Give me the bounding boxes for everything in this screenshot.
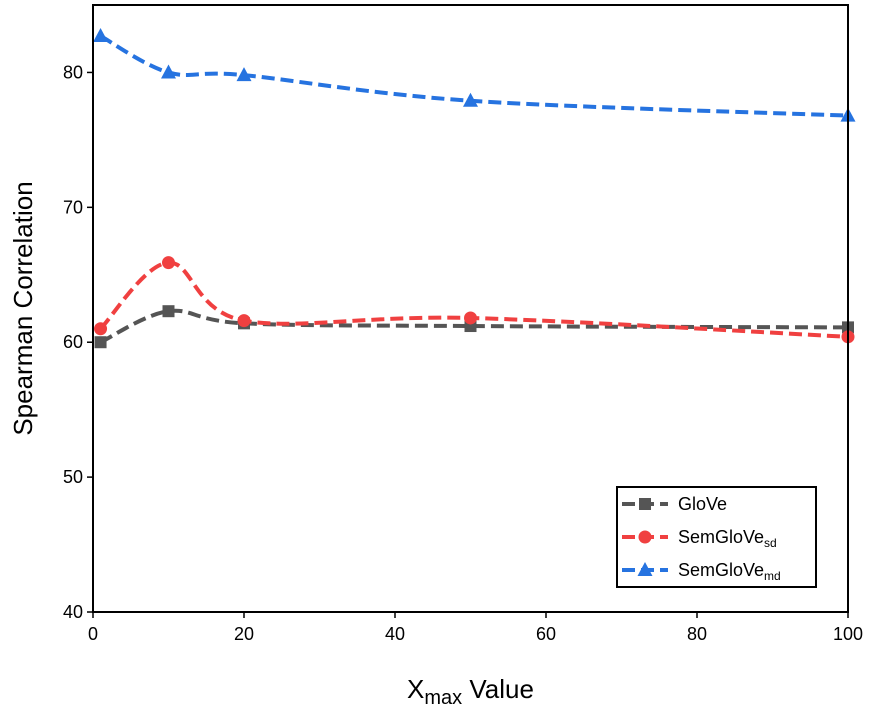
legend-item: SemGloVemd [622, 560, 781, 583]
x-tick-label: 60 [536, 624, 556, 644]
data-point-circle [237, 314, 251, 328]
legend-label: GloVe [678, 494, 727, 514]
data-point-circle [162, 256, 175, 270]
series-semglove-md [93, 28, 856, 122]
data-point-triangle [236, 67, 252, 82]
data-point-circle [94, 322, 108, 336]
data-point-triangle [637, 562, 653, 576]
plot-frame [92, 4, 849, 613]
x-axis-title: Xmax Value [407, 674, 534, 709]
data-point-square [94, 336, 107, 349]
y-tick-label: 60 [63, 332, 83, 352]
y-tick-label: 70 [63, 197, 83, 217]
data-point-circle [464, 311, 477, 325]
series-layer [93, 28, 856, 349]
series-line [99, 260, 849, 339]
data-point-triangle [463, 92, 478, 107]
x-tick-label: 100 [833, 624, 863, 644]
y-tick-label: 50 [63, 467, 83, 487]
x-axis-ticks: 0 20 40 60 80 100 [88, 612, 863, 644]
y-axis-ticks: 40 50 60 70 80 [63, 62, 93, 622]
legend-label: SemGloVesd [678, 527, 777, 550]
x-axis-title-sub: max [424, 687, 462, 709]
x-tick-label: 40 [385, 624, 405, 644]
data-point-square [639, 498, 651, 510]
series-glove [94, 305, 854, 349]
data-point-circle [638, 530, 652, 544]
data-point-triangle [161, 64, 176, 79]
data-point-square [162, 305, 175, 318]
y-tick-label: 40 [63, 602, 83, 622]
legend-item: GloVe [622, 494, 727, 514]
y-tick-label: 80 [63, 62, 83, 82]
x-tick-label: 0 [88, 624, 98, 644]
legend-item: SemGloVesd [622, 527, 777, 550]
data-point-triangle [93, 28, 109, 43]
x-axis-title-main: X [407, 674, 424, 704]
x-tick-label: 80 [687, 624, 707, 644]
x-tick-label: 20 [234, 624, 254, 644]
legend-label: SemGloVemd [678, 560, 781, 583]
x-axis-title-rest: Value [462, 674, 534, 704]
y-axis-title: Spearman Correlation [8, 181, 38, 435]
legend: GloVe SemGloVesd SemGloVemd [616, 486, 817, 588]
